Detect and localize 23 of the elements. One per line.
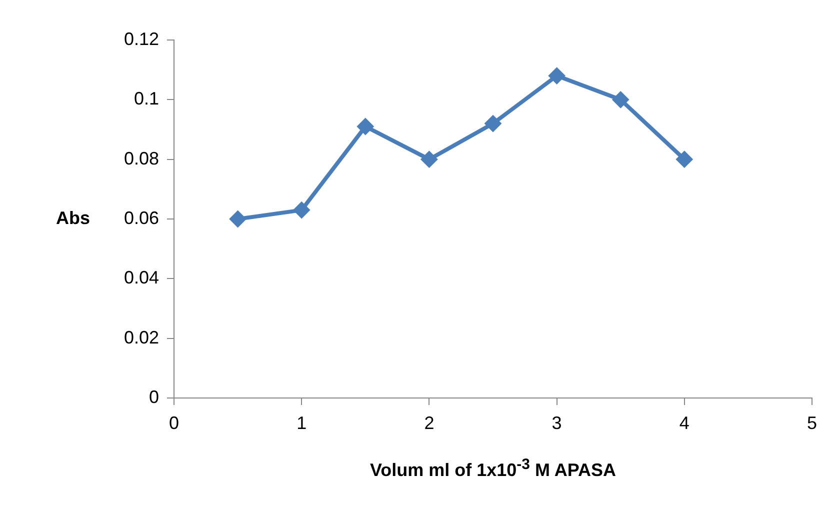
x-tick-label: 3	[552, 412, 562, 433]
y-tick-label: 0.1	[134, 88, 159, 109]
point	[676, 150, 693, 168]
point	[612, 91, 630, 108]
point	[229, 210, 246, 228]
y-tick-label: 0.08	[124, 148, 159, 168]
x-tick-label: 4	[679, 412, 690, 433]
x-tick-label: 2	[424, 412, 434, 433]
x-axis-title: Volum ml of 1x10$^{-3}$ M APASA	[368, 456, 618, 481]
y-tick-label: 0	[148, 386, 159, 407]
point	[356, 118, 374, 136]
point	[548, 67, 566, 84]
y-tick-label: 0.02	[124, 327, 159, 348]
y-tick-label: 0.04	[124, 268, 159, 288]
point	[293, 202, 310, 219]
x-tick-label: 0	[168, 412, 180, 433]
point	[420, 150, 438, 168]
point	[484, 115, 502, 132]
x-tick-label: 5	[806, 412, 818, 433]
y-tick-label: 0.06	[124, 208, 159, 228]
y-tick-label: 0.12	[124, 28, 159, 49]
x-tick-label: 1	[296, 412, 307, 433]
y-axis-title: Abs	[54, 208, 90, 229]
